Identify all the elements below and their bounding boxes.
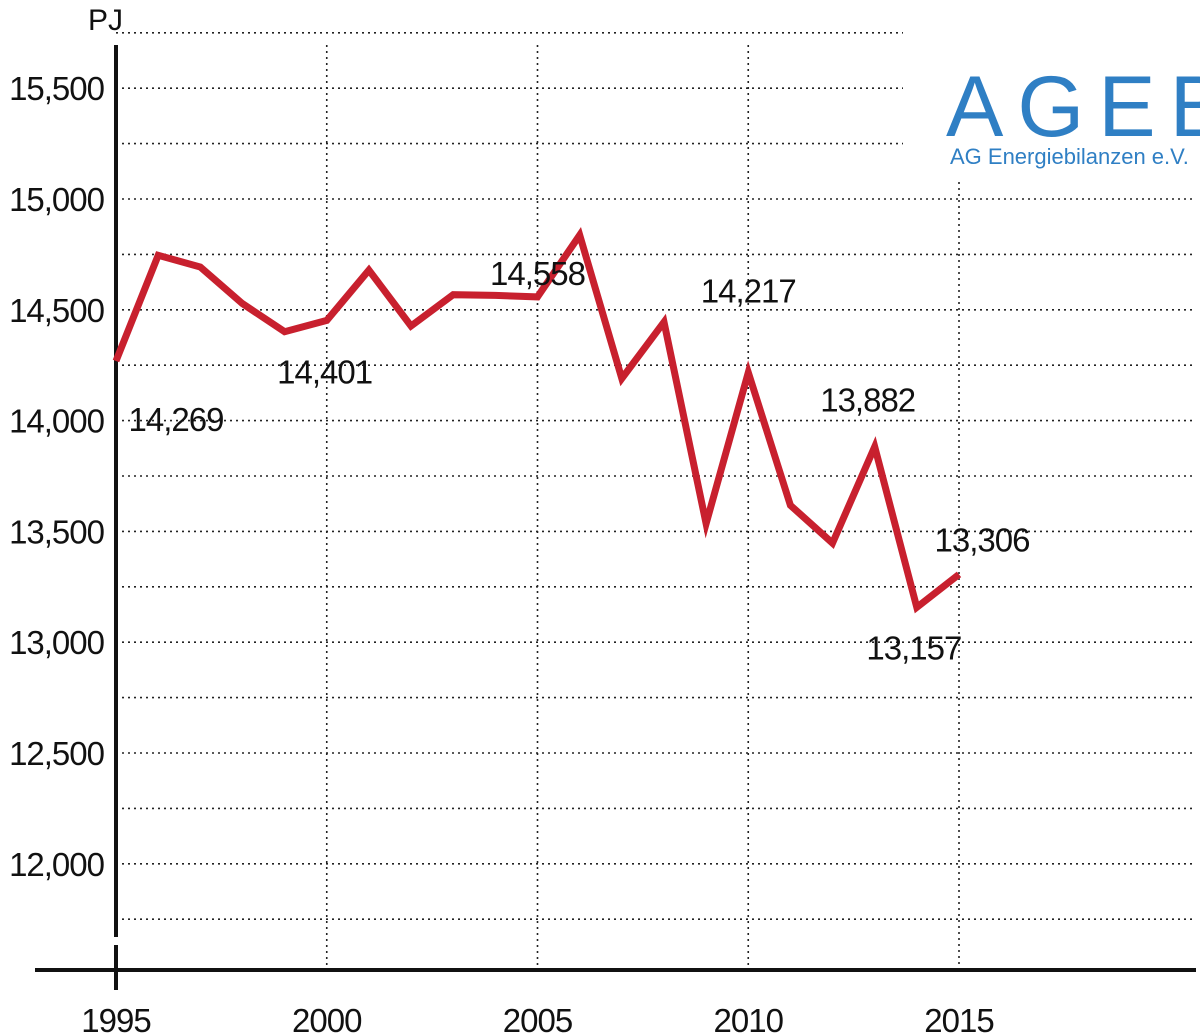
- y-tick-label: 15,500: [9, 70, 105, 107]
- x-tick-label: 1995: [81, 1002, 150, 1036]
- logo-name: AG Energiebilanzen e.V.: [950, 144, 1189, 169]
- grid-lines: [116, 31, 1196, 970]
- ageb-logo: AGEB AG Energiebilanzen e.V.: [946, 59, 1200, 169]
- data-label: 14,558: [490, 255, 585, 292]
- data-label: 13,157: [866, 629, 961, 666]
- x-tick-label: 2010: [714, 1002, 784, 1036]
- y-tick-label: 12,000: [9, 846, 105, 883]
- y-axis-tick-labels: 12,000 12,500 13,000 13,500 14,000 14,500 15,0…: [9, 70, 106, 883]
- y-tick-label: 14,000: [9, 403, 105, 440]
- data-label: 14,217: [701, 273, 796, 310]
- series-line: [112, 227, 962, 614]
- data-label: 14,269: [129, 401, 224, 438]
- x-tick-label: 2015: [924, 1002, 993, 1036]
- data-labels: 14,269 14,401 14,558 14,217 13,882 13,157 13,3…: [129, 255, 1031, 666]
- series-lines: [112, 227, 962, 614]
- logo-acronym: AGEB: [946, 59, 1200, 155]
- y-axis-unit-label: PJ: [88, 4, 123, 37]
- y-tick-label: 15,000: [9, 181, 105, 218]
- x-axis-tick-labels: 1995 2000 2005 2010 2015: [81, 1002, 994, 1036]
- y-tick-label: 13,000: [9, 624, 105, 661]
- data-label: 13,882: [820, 382, 915, 419]
- chart-axes: [35, 45, 1196, 990]
- y-tick-label: 13,500: [9, 513, 105, 550]
- x-tick-label: 2005: [503, 1002, 572, 1036]
- y-tick-label: 14,500: [9, 292, 105, 329]
- data-label: 14,401: [277, 354, 372, 391]
- data-label: 13,306: [935, 521, 1030, 558]
- x-tick-label: 2000: [292, 1002, 362, 1036]
- y-tick-label: 12,500: [9, 735, 105, 772]
